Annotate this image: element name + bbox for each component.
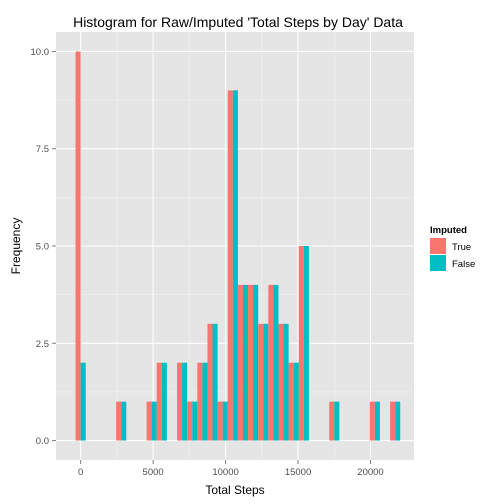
- bar-false: [253, 284, 259, 441]
- bar-true: [177, 362, 183, 441]
- bar-false: [303, 246, 309, 441]
- bar-true: [298, 246, 304, 441]
- x-tick-label: 0: [78, 467, 83, 478]
- y-tick-label: 2.5: [36, 339, 49, 350]
- bar-true: [369, 401, 375, 441]
- bar-true: [288, 362, 294, 441]
- bar-true: [146, 401, 152, 441]
- x-tick-label: 20000: [357, 467, 383, 478]
- bar-false: [374, 401, 380, 441]
- x-tick-label: 5000: [143, 467, 164, 478]
- bar-false: [395, 401, 401, 441]
- bar-true: [217, 401, 223, 441]
- legend-swatch-true: [430, 238, 446, 254]
- bar-true: [268, 284, 274, 441]
- bar-false: [334, 401, 340, 441]
- x-tick-label: 15000: [285, 467, 311, 478]
- legend: Imputed True False: [430, 225, 475, 271]
- bar-false: [232, 90, 238, 441]
- bar-true: [329, 401, 335, 441]
- x-axis-ticks: 0 5000 10000 15000 20000: [78, 460, 384, 478]
- bar-false: [182, 362, 188, 441]
- bar-false: [151, 401, 157, 441]
- y-axis-title: Frequency: [9, 218, 23, 275]
- legend-swatch-false: [430, 255, 446, 271]
- bar-true: [116, 401, 122, 441]
- bar-true: [258, 323, 264, 441]
- bar-false: [202, 362, 208, 441]
- bar-false: [242, 284, 249, 441]
- y-tick-label: 7.5: [36, 144, 49, 155]
- bar-true: [75, 51, 81, 441]
- bar-true: [248, 284, 254, 441]
- y-tick-label: 0.0: [36, 436, 49, 447]
- x-tick-label: 10000: [212, 467, 238, 478]
- bar-true: [187, 401, 193, 441]
- x-axis-title: Total Steps: [205, 483, 264, 497]
- bar-true: [197, 362, 203, 441]
- bars-group: [75, 51, 401, 441]
- bar-false: [161, 362, 167, 441]
- bar-false: [283, 323, 289, 441]
- legend-label-false: False: [452, 259, 475, 270]
- bar-false: [192, 401, 198, 441]
- bar-false: [222, 401, 228, 441]
- legend-title: Imputed: [430, 225, 467, 236]
- bar-false: [293, 362, 299, 441]
- bar-false: [80, 362, 86, 441]
- chart-title: Histogram for Raw/Imputed 'Total Steps b…: [73, 14, 403, 30]
- bar-false: [273, 284, 279, 441]
- bar-true: [278, 323, 284, 441]
- bar-true: [207, 323, 213, 441]
- bar-true: [227, 90, 233, 441]
- bar-false: [263, 323, 269, 441]
- y-tick-label: 10.0: [31, 47, 50, 58]
- bar-false: [212, 323, 218, 441]
- y-axis-ticks: 0.0 2.5 5.0 7.5 10.0: [31, 47, 56, 447]
- bar-false: [121, 401, 127, 441]
- bar-true: [156, 362, 162, 441]
- bar-true: [237, 284, 243, 441]
- y-tick-label: 5.0: [36, 242, 49, 253]
- legend-label-true: True: [452, 242, 471, 253]
- bar-true: [390, 401, 396, 441]
